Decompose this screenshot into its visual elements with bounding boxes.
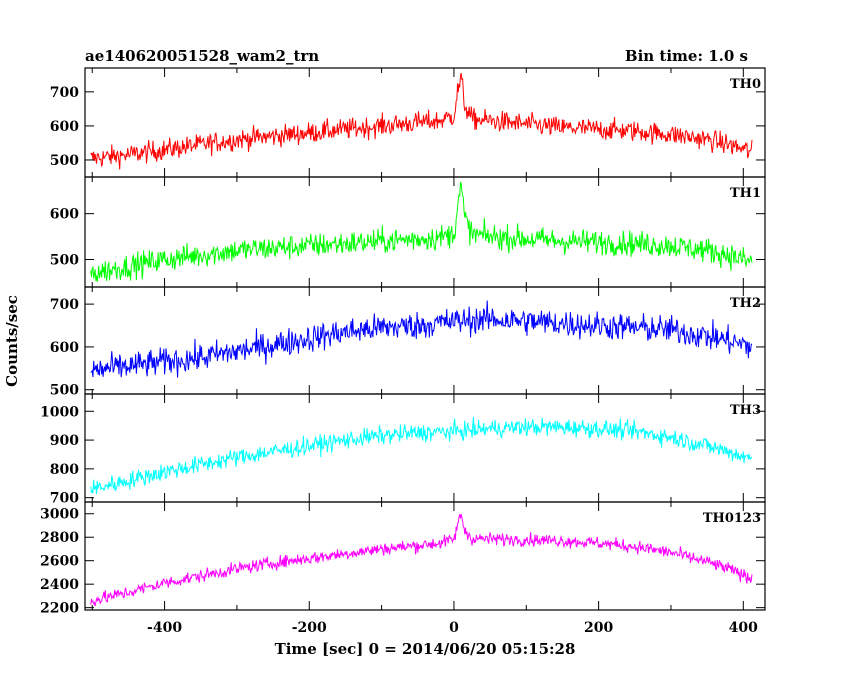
y-tick-label: 900 [50, 433, 79, 449]
panel-label-th1: TH1 [730, 186, 761, 201]
y-tick-label: 3000 [40, 507, 79, 523]
y-tick-label: 500 [50, 253, 79, 269]
x-tick-label: 400 [729, 620, 758, 636]
y-tick-label: 800 [50, 462, 79, 478]
panels-group: 500 600 700 TH0 500 600 TH1 500 600 700 TH2 700 800 9… [40, 67, 766, 636]
x-axis-label: Time [sec] 0 = 2014/06/20 05:15:28 [275, 640, 576, 658]
panel-label-th0123: TH0123 [703, 511, 761, 526]
panel-th0: 500 600 700 TH0 [50, 67, 766, 178]
series-line-th0123 [90, 513, 753, 607]
panel-th0123: 2200 2400 2600 2800 3000 TH0123 [40, 501, 766, 617]
panel-frame [84, 501, 766, 611]
x-tick-label: 200 [584, 620, 613, 636]
y-axis-label: Counts/sec [3, 295, 21, 387]
chart-subtitle: Bin time: 1.0 s [625, 47, 748, 65]
panel-frame [84, 286, 766, 395]
panel-th1: 500 600 TH1 [50, 176, 766, 288]
series-line-th3 [90, 416, 753, 495]
y-tick-label: 700 [50, 491, 79, 507]
series-line-th0 [90, 72, 753, 170]
y-tick-label: 700 [50, 85, 79, 101]
y-tick-label: 600 [50, 340, 79, 356]
y-tick-label: 2800 [40, 530, 79, 546]
x-tick-label: -400 [147, 620, 182, 636]
y-tick-label: 500 [50, 153, 79, 169]
y-tick-label: 2400 [40, 577, 79, 593]
panel-label-th3: TH3 [730, 403, 761, 418]
panel-th2: 500 600 700 TH2 [50, 286, 766, 399]
series-line-th2 [90, 300, 753, 378]
chart-title: ae140620051528_wam2_trn [85, 47, 319, 65]
x-tick-label: -200 [292, 620, 327, 636]
x-tick-label: 0 [449, 620, 459, 636]
y-tick-label: 2200 [40, 601, 79, 617]
panel-label-th0: TH0 [730, 77, 761, 92]
y-tick-label: 2600 [40, 554, 79, 570]
panel-frame [84, 393, 766, 503]
y-tick-label: 500 [50, 383, 79, 399]
y-tick-label: 700 [50, 297, 79, 313]
y-tick-label: 1000 [40, 404, 79, 420]
y-tick-label: 600 [50, 207, 79, 223]
series-line-th1 [90, 181, 753, 282]
panel-label-th2: TH2 [730, 296, 761, 311]
y-tick-label: 600 [50, 119, 79, 135]
panel-frame [84, 176, 766, 288]
panel-th3: 700 800 900 1000 TH3 [40, 393, 766, 507]
